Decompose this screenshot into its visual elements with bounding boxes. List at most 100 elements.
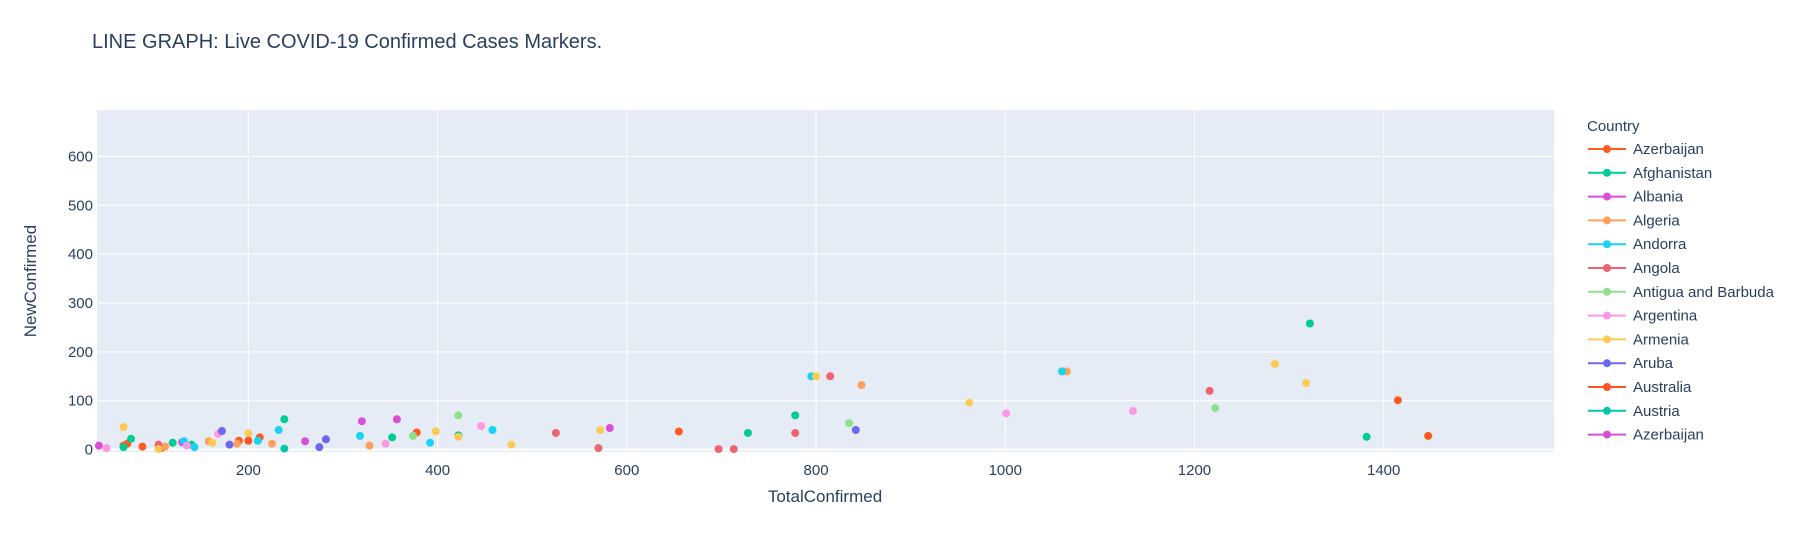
data-point (127, 434, 136, 443)
legend-item[interactable]: Antigua and Barbuda (1588, 284, 1775, 301)
data-point (857, 381, 866, 390)
legend-label: Argentina (1633, 308, 1698, 325)
data-point (365, 441, 374, 450)
data-point (674, 427, 683, 436)
x-axis-title: TotalConfirmed (768, 487, 882, 506)
data-point (381, 439, 390, 448)
legend-label: Antigua and Barbuda (1633, 284, 1775, 301)
data-point (154, 445, 163, 454)
data-point (274, 426, 283, 435)
legend-item[interactable]: Armenia (1588, 331, 1690, 348)
legend-marker (1603, 406, 1611, 415)
data-point (119, 423, 128, 432)
y-tick-label: 300 (68, 295, 93, 312)
data-point (812, 372, 821, 381)
data-point (1305, 319, 1314, 328)
data-point (477, 422, 486, 431)
data-point (845, 419, 854, 428)
data-point (253, 436, 262, 445)
data-point (161, 442, 170, 451)
legend-label: Afghanistan (1633, 165, 1712, 182)
legend-item[interactable]: Afghanistan (1588, 165, 1712, 182)
legend-label: Aruba (1633, 355, 1674, 372)
legend-marker (1603, 287, 1611, 296)
legend-label: Azerbaijan (1633, 141, 1704, 158)
x-tick-label: 600 (614, 462, 639, 479)
x-tick-label: 800 (804, 462, 829, 479)
data-point (244, 436, 253, 445)
y-tick-label: 600 (68, 148, 93, 165)
data-point (596, 426, 605, 435)
data-point (1002, 409, 1011, 418)
data-points (94, 319, 1433, 454)
y-axis-title: NewConfirmed (21, 225, 40, 337)
legend-item[interactable]: Azerbaijan (1588, 427, 1704, 444)
legend-label: Andorra (1633, 236, 1687, 253)
data-point (426, 438, 435, 447)
data-point (1205, 386, 1214, 395)
legend-item[interactable]: Azerbaijan (1588, 141, 1704, 158)
data-point (594, 444, 603, 453)
data-point (280, 415, 289, 424)
data-point (138, 442, 147, 451)
data-point (244, 429, 253, 438)
legend-title: Country (1587, 118, 1640, 135)
legend-marker (1603, 192, 1611, 201)
data-point (321, 435, 330, 444)
x-tick-label: 400 (425, 462, 450, 479)
data-point (94, 441, 103, 450)
legend-item[interactable]: Aruba (1588, 355, 1674, 372)
x-axis-ticks: 200 400 600 800 1000 1200 1400 (236, 462, 1401, 479)
legend-item[interactable]: Andorra (1588, 236, 1687, 253)
data-point (743, 428, 752, 437)
y-tick-label: 500 (68, 197, 93, 214)
data-point (551, 428, 560, 437)
legend-item[interactable]: Argentina (1588, 308, 1698, 325)
data-point (488, 426, 497, 435)
legend-marker (1603, 216, 1611, 225)
data-point (791, 411, 800, 420)
legend-marker (1603, 383, 1611, 391)
data-point (392, 415, 401, 424)
y-tick-label: 0 (85, 442, 93, 459)
data-point (965, 398, 974, 407)
legend-item[interactable]: Australia (1588, 379, 1692, 396)
data-point (408, 431, 417, 440)
data-point (388, 433, 397, 442)
legend-marker (1603, 168, 1611, 177)
plot-area (97, 110, 1554, 452)
legend-item[interactable]: Albania (1588, 189, 1684, 206)
legend-label: Angola (1633, 260, 1680, 277)
data-point (102, 444, 111, 453)
legend-item[interactable]: Algeria (1588, 212, 1680, 229)
data-point (1270, 360, 1279, 369)
data-point (454, 411, 463, 420)
data-point (356, 431, 365, 440)
legend-marker (1603, 240, 1611, 249)
data-point (826, 372, 835, 381)
chart-title: LINE GRAPH: Live COVID-19 Confirmed Case… (92, 31, 602, 53)
data-point (1302, 379, 1311, 388)
data-point (357, 417, 366, 426)
data-point (431, 427, 440, 436)
y-tick-label: 200 (68, 344, 93, 361)
legend-item[interactable]: Austria (1588, 403, 1680, 420)
legend-item[interactable]: Angola (1588, 260, 1680, 277)
x-tick-label: 1200 (1178, 462, 1211, 479)
data-point (1362, 432, 1371, 441)
data-point (851, 426, 860, 435)
legend-label: Armenia (1633, 331, 1690, 348)
data-point (233, 439, 242, 448)
data-point (217, 426, 226, 435)
legend-label: Azerbaijan (1633, 427, 1704, 444)
legend[interactable]: Country Azerbaijan Afghanistan Albania Alge… (1587, 118, 1775, 444)
grid-lines (97, 110, 1554, 452)
data-point (268, 439, 277, 448)
legend-label: Albania (1633, 189, 1684, 206)
data-point (225, 440, 234, 449)
data-point (280, 444, 289, 453)
data-point (315, 443, 324, 452)
data-point (301, 437, 310, 446)
legend-marker (1603, 430, 1611, 439)
data-point (714, 445, 723, 454)
